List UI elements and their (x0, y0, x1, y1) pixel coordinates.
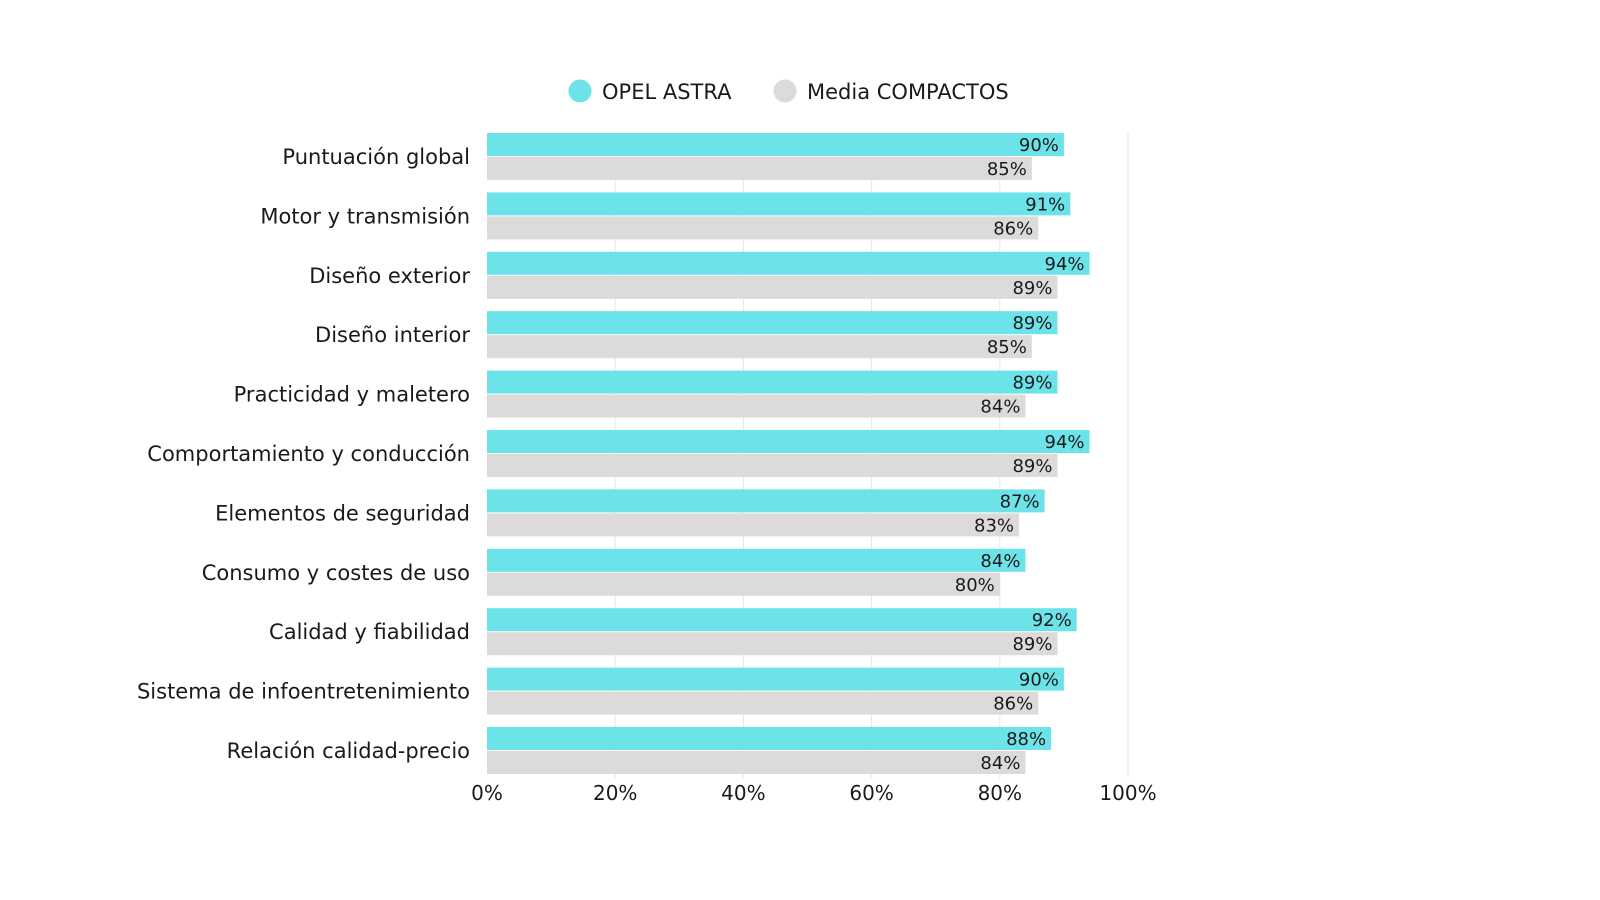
value-label-opel-astra-9: 90% (1019, 670, 1059, 691)
bar-media-compactos-7 (487, 572, 1000, 596)
bar-opel-astra-7 (487, 548, 1026, 572)
value-label-opel-astra-7: 84% (980, 551, 1020, 572)
category-label-9: Sistema de infoentretenimiento (137, 680, 470, 704)
bar-media-compactos-1 (487, 216, 1039, 240)
value-label-opel-astra-1: 91% (1025, 194, 1065, 215)
bar-media-compactos-2 (487, 275, 1058, 299)
bar-opel-astra-10 (487, 727, 1052, 750)
value-label-opel-astra-0: 90% (1019, 135, 1059, 156)
bar-media-compactos-9 (487, 691, 1039, 715)
value-label-media-compactos-8: 89% (1012, 634, 1052, 655)
value-label-opel-astra-6: 87% (1000, 491, 1040, 512)
value-label-opel-astra-3: 89% (1012, 313, 1052, 334)
value-label-media-compactos-5: 89% (1012, 456, 1052, 477)
category-labels: Puntuación global Motor y transmisión Dise… (137, 145, 470, 763)
bar-opel-astra-3 (487, 311, 1058, 335)
bar-opel-astra-9 (487, 667, 1064, 691)
bar-opel-astra-0 (487, 133, 1064, 156)
category-label-4: Practicidad y maletero (234, 383, 470, 407)
bar-media-compactos-4 (487, 394, 1026, 418)
legend-label-opel-astra: OPEL ASTRA (602, 80, 732, 104)
value-label-media-compactos-3: 85% (987, 337, 1027, 358)
bar-media-compactos-8 (487, 632, 1058, 656)
value-label-media-compactos-4: 84% (980, 397, 1020, 418)
bar-opel-astra-5 (487, 430, 1090, 453)
bar-media-compactos-6 (487, 513, 1020, 537)
value-label-media-compactos-1: 86% (993, 218, 1033, 239)
category-label-6: Elementos de seguridad (215, 501, 470, 525)
legend: OPEL ASTRA Media COMPACTOS (568, 79, 1009, 104)
bar-media-compactos-5 (487, 454, 1058, 477)
bar-opel-astra-4 (487, 370, 1058, 394)
legend-marker-opel-astra (568, 79, 592, 103)
category-label-0: Puntuación global (282, 145, 470, 169)
x-tick-label-100: 100% (1099, 781, 1156, 805)
x-tick-label-40: 40% (721, 781, 765, 805)
value-label-opel-astra-8: 92% (1032, 610, 1072, 631)
value-label-opel-astra-4: 89% (1012, 373, 1052, 394)
value-label-media-compactos-6: 83% (974, 515, 1014, 536)
legend-label-media-compactos: Media COMPACTOS (807, 80, 1009, 104)
value-label-media-compactos-7: 80% (955, 575, 995, 596)
bar-media-compactos-0 (487, 157, 1032, 180)
value-label-media-compactos-0: 85% (987, 159, 1027, 180)
value-label-media-compactos-10: 84% (980, 753, 1020, 774)
category-label-1: Motor y transmisión (260, 204, 470, 228)
x-tick-label-60: 60% (849, 781, 893, 805)
category-label-7: Consumo y costes de uso (202, 561, 470, 585)
x-tick-label-0: 0% (471, 781, 503, 805)
value-label-opel-astra-2: 94% (1045, 254, 1085, 275)
value-label-media-compactos-2: 89% (1012, 278, 1052, 299)
value-labels: 90% 85% 91% 86% 94% 89% 89% 85% 89% 84% 94% 89% 87% 8… (955, 135, 1085, 774)
category-label-8: Calidad y fiabilidad (269, 620, 470, 644)
bars (487, 133, 1090, 774)
category-label-5: Comportamiento y conducción (147, 442, 470, 466)
bar-opel-astra-6 (487, 489, 1045, 513)
value-label-media-compactos-9: 86% (993, 694, 1033, 715)
value-label-opel-astra-5: 94% (1045, 432, 1085, 453)
bar-media-compactos-3 (487, 335, 1032, 359)
x-tick-label-20: 20% (593, 781, 637, 805)
bar-opel-astra-8 (487, 608, 1077, 632)
category-label-3: Diseño interior (315, 323, 470, 347)
value-label-opel-astra-10: 88% (1006, 729, 1046, 750)
bar-opel-astra-1 (487, 192, 1071, 216)
bar-media-compactos-10 (487, 751, 1026, 774)
legend-marker-media-compactos (773, 79, 797, 103)
x-tick-label-80: 80% (978, 781, 1022, 805)
category-label-2: Diseño exterior (309, 264, 470, 288)
category-label-10: Relación calidad-precio (227, 739, 470, 763)
bar-opel-astra-2 (487, 251, 1090, 275)
x-axis-ticks: 0% 20% 40% 60% 80% 100% (471, 781, 1156, 805)
